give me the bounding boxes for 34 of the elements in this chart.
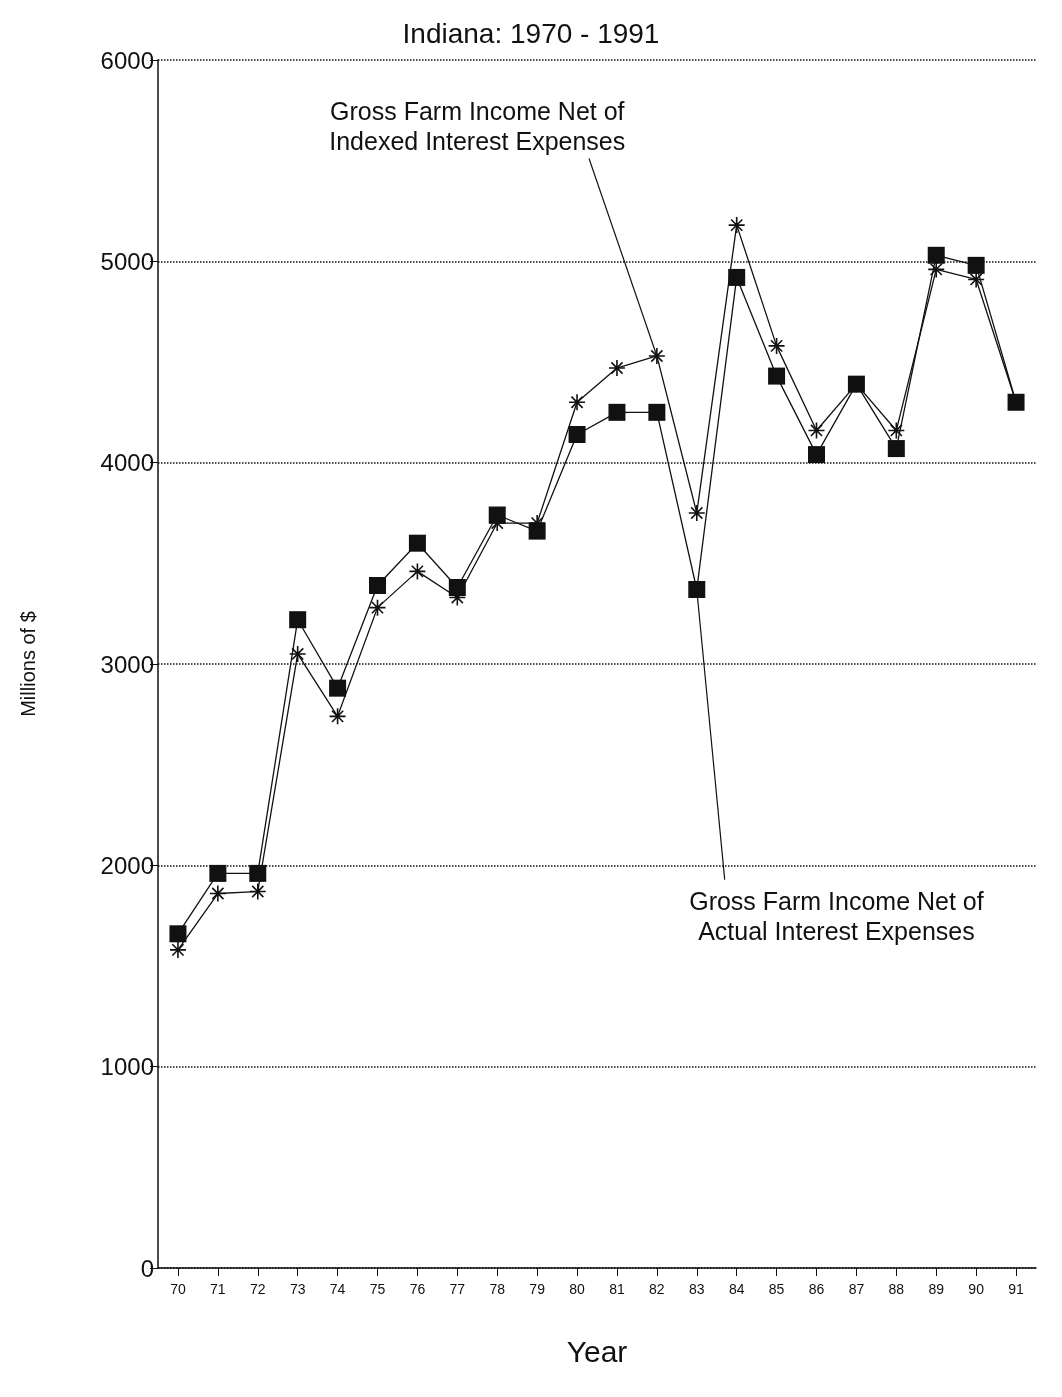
x-tick-label: 85 [768, 1281, 785, 1297]
x-tick-label: 77 [449, 1281, 466, 1297]
x-tick-label: 83 [688, 1281, 705, 1297]
x-tick-label: 80 [569, 1281, 586, 1297]
x-tick-label: 91 [1008, 1281, 1025, 1297]
x-tick-label: 76 [409, 1281, 426, 1297]
x-axis-title: Year [566, 1334, 628, 1368]
x-tick-label: 84 [728, 1281, 745, 1297]
x-tick-label: 87 [848, 1281, 865, 1297]
x-tick-label: 75 [369, 1281, 386, 1297]
y-axis-title: Millions of $ [17, 611, 39, 717]
y-tick-label: 5000 [100, 247, 154, 275]
x-tick-label: 71 [210, 1281, 226, 1297]
x-tick-label: 78 [489, 1281, 506, 1297]
x-tick-label: 72 [249, 1281, 266, 1297]
annotation: Gross Farm Income Net of Actual Interest Expenses [689, 886, 984, 945]
x-tick-label: 81 [609, 1281, 625, 1297]
y-tick-label: 3000 [100, 650, 154, 678]
y-tick-label: 2000 [100, 851, 154, 879]
x-tick-label: 74 [329, 1281, 346, 1297]
y-tick-label: 0 [140, 1254, 154, 1282]
y-tick-label: 4000 [100, 449, 154, 477]
x-tick-label: 79 [529, 1281, 546, 1297]
y-tick-label: 6000 [100, 46, 154, 74]
y-tick-label: 1000 [100, 1053, 154, 1081]
x-tick-label: 89 [928, 1281, 945, 1297]
annotation: Gross Farm Income Net of Indexed Interest Expenses [329, 97, 626, 156]
x-tick-label: 70 [170, 1281, 186, 1297]
x-tick-label: 88 [888, 1281, 905, 1297]
x-tick-label: 73 [289, 1281, 306, 1297]
x-tick-label: 90 [968, 1281, 985, 1297]
x-tick-label: 82 [649, 1281, 665, 1297]
chart-title: Indiana: 1970 - 1991 [402, 17, 660, 49]
x-tick-label: 86 [808, 1281, 825, 1297]
